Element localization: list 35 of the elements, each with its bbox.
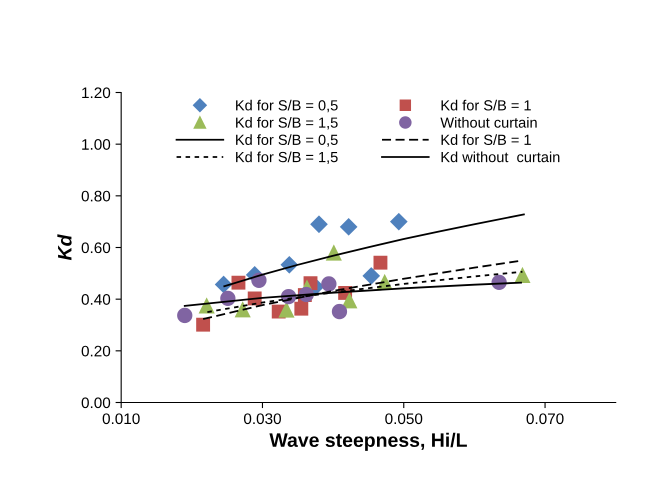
legend-label: Without curtain: [440, 117, 537, 128]
x-axis-title: Wave steepness, Hi/L: [269, 432, 467, 451]
y-tick-label: 0.00: [82, 397, 110, 408]
point: [294, 302, 308, 316]
point: [390, 213, 408, 230]
legend-label: Kd for S/B = 1,5: [236, 117, 338, 130]
point: [342, 293, 357, 308]
x-tick-label: 0.070: [526, 413, 564, 424]
legend-label: Kd without curtain: [442, 152, 560, 162]
y-tick-label: 0.80: [82, 190, 110, 202]
point: [196, 318, 210, 332]
y-tick-label: 0.40: [82, 294, 110, 305]
point: [177, 308, 192, 324]
y-tick-label: 0.20: [82, 346, 110, 357]
point: [362, 267, 380, 284]
point: [278, 302, 294, 318]
point: [514, 268, 530, 284]
legend-label: Kd for S/B = 1,5: [236, 152, 338, 164]
x-tick-label: 0.010: [102, 413, 140, 424]
point: [235, 302, 250, 318]
legend-label: Kd for S/B = 0,5: [236, 134, 338, 147]
y-tick-label: 1.20: [82, 87, 110, 98]
point: [321, 276, 337, 292]
y-tick-label: 0.60: [82, 242, 110, 254]
x-tick-label: 0.030: [244, 413, 281, 424]
y-axis-title: Kd: [57, 234, 72, 260]
point: [340, 218, 358, 236]
legend-label: Kd for S/B = 1: [442, 100, 531, 111]
legend-label: Kd for S/B = 1: [442, 134, 531, 145]
y-tick-label: 1.00: [82, 139, 110, 150]
point: [310, 216, 328, 233]
x-tick-label: 0.050: [385, 413, 422, 424]
point: [374, 256, 388, 270]
point: [332, 304, 348, 320]
legend-label: Kd for S/B = 0,5: [236, 100, 338, 112]
